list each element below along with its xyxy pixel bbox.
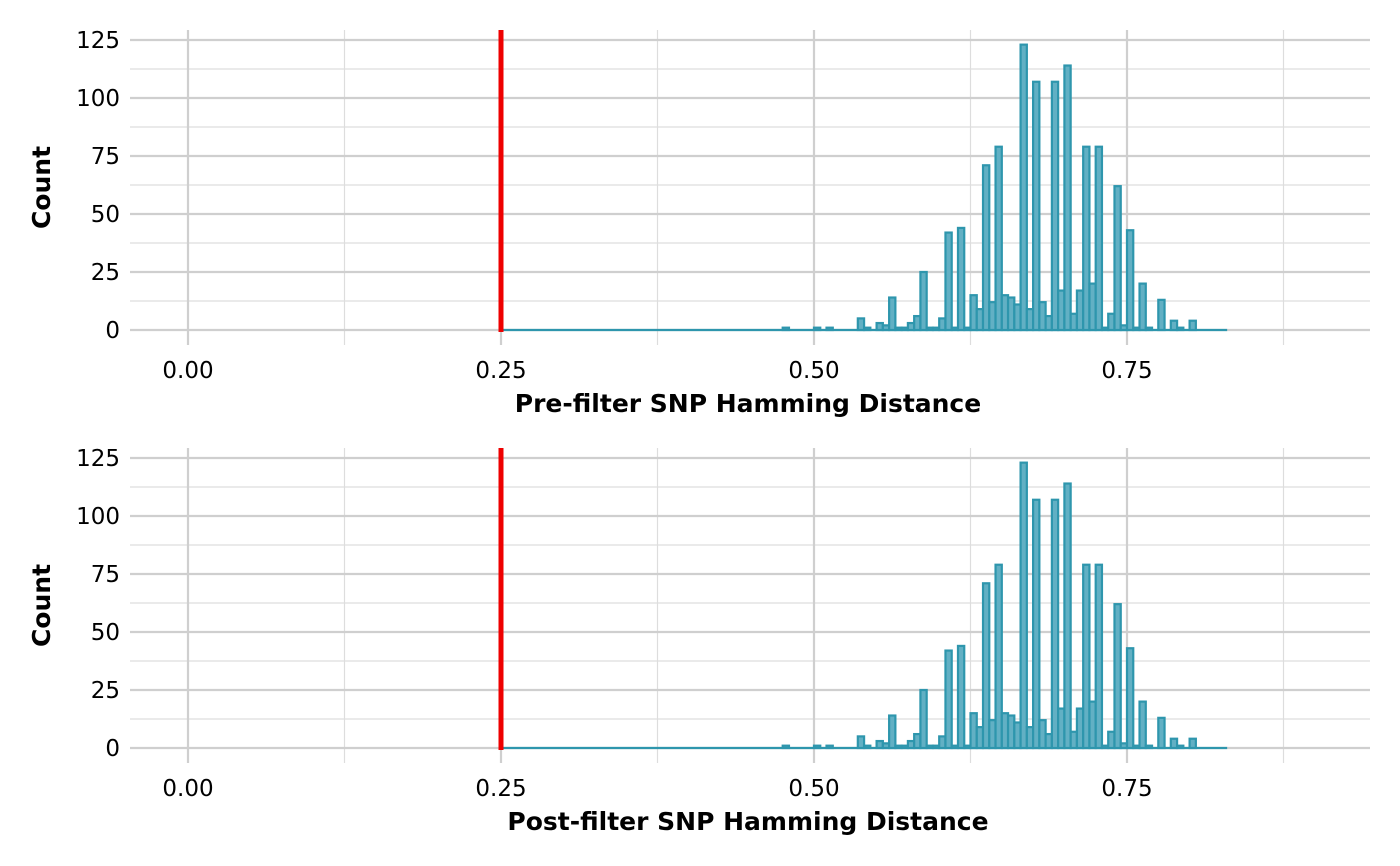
histogram-bar <box>1144 744 1154 750</box>
histogram-bar <box>781 326 791 332</box>
histogram-bar <box>1063 482 1072 750</box>
y-tick-label: 25 <box>91 260 120 286</box>
histogram-bar <box>856 317 866 332</box>
x-tick-label: 0.00 <box>162 358 213 384</box>
x-tick-label: 0.25 <box>475 358 526 384</box>
y-tick-label: 50 <box>91 620 120 646</box>
y-tick-label: 125 <box>76 28 120 54</box>
histogram-bar <box>1094 563 1104 750</box>
histogram-bar <box>825 326 834 332</box>
histogram-bar <box>981 164 991 332</box>
y-axis-title: Count <box>27 146 56 229</box>
y-tick-label: 50 <box>91 202 120 228</box>
y-tick-label: 75 <box>91 144 120 170</box>
chart-panel-1: 0 25 50 75 100 125 0.00 0.25 0.50 0.75 Pre-filter … <box>27 28 1370 418</box>
x-tick-label: 0.75 <box>1101 776 1152 802</box>
histogram-bar <box>1144 326 1154 332</box>
histogram-bar <box>1019 461 1028 750</box>
y-tick-label: 125 <box>76 446 120 472</box>
histogram-bar <box>1113 603 1122 750</box>
histogram-bar <box>944 649 953 750</box>
y-axis-title: Count <box>27 564 56 647</box>
histogram-bar <box>1138 282 1147 332</box>
histogram-bar <box>981 582 991 750</box>
histogram-bar <box>862 326 872 332</box>
y-tick-label: 25 <box>91 678 120 704</box>
histogram-bar <box>888 714 897 750</box>
y-tick-label: 0 <box>105 318 120 344</box>
histogram-bar <box>1138 700 1147 750</box>
histogram-bar <box>856 735 866 750</box>
gridlines <box>130 30 1370 345</box>
histogram-bar <box>919 688 928 750</box>
y-tick-label: 100 <box>76 86 120 112</box>
histogram-bar <box>812 744 822 750</box>
x-tick-label: 0.50 <box>788 776 839 802</box>
histogram-bar <box>1063 64 1072 332</box>
histogram-bar <box>1094 145 1104 332</box>
x-tick-label: 0.00 <box>162 776 213 802</box>
histogram-bar <box>956 644 966 750</box>
x-axis-title: Post-filter SNP Hamming Distance <box>507 807 988 836</box>
chart-panel-2: 0 25 50 75 100 125 0.00 0.25 0.50 0.75 Post-filter… <box>27 446 1370 836</box>
histogram-bar <box>1050 80 1060 332</box>
histogram-bar <box>1031 498 1041 750</box>
histogram-bar <box>781 744 791 750</box>
histogram-bar <box>812 326 822 332</box>
y-tick-label: 75 <box>91 562 120 588</box>
histogram-bar <box>1169 737 1179 750</box>
histogram-bar <box>1019 43 1028 332</box>
histogram-bar <box>1113 185 1122 332</box>
histogram-bar <box>994 145 1003 332</box>
histogram-bar <box>944 231 953 332</box>
histogram-bar <box>1082 145 1091 332</box>
histogram-bar <box>1169 319 1179 332</box>
y-tick-label: 100 <box>76 504 120 530</box>
histogram-bar <box>1050 498 1060 750</box>
x-tick-label: 0.75 <box>1101 358 1152 384</box>
histogram-bar <box>1188 319 1197 332</box>
histogram-bar <box>919 270 928 332</box>
histogram-bar <box>956 226 966 332</box>
histogram-bar <box>1125 229 1135 332</box>
histogram-bar <box>1082 563 1091 750</box>
histogram-bar <box>1157 716 1166 750</box>
histogram-bars <box>781 461 1197 750</box>
histogram-bar <box>1157 298 1166 332</box>
histogram-bar <box>1031 80 1041 332</box>
histogram-bar <box>1175 326 1185 332</box>
histogram-bar <box>888 296 897 332</box>
histogram-bar <box>994 563 1003 750</box>
x-tick-label: 0.50 <box>788 358 839 384</box>
x-axis-title: Pre-filter SNP Hamming Distance <box>515 389 981 418</box>
x-tick-label: 0.25 <box>475 776 526 802</box>
y-tick-label: 0 <box>105 736 120 762</box>
histogram-bar <box>862 744 872 750</box>
histogram-bar <box>1175 744 1185 750</box>
histogram-bar <box>1188 737 1197 750</box>
histogram-bar <box>1125 647 1135 750</box>
histogram-bar <box>825 744 834 750</box>
histogram-bars <box>781 43 1197 332</box>
gridlines <box>130 448 1370 763</box>
